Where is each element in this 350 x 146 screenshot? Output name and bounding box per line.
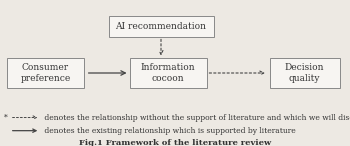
Text: Decision
quality: Decision quality [285, 63, 324, 83]
FancyBboxPatch shape [270, 58, 340, 88]
FancyBboxPatch shape [130, 58, 206, 88]
Text: denotes the existing relationship which is supported by literature: denotes the existing relationship which … [42, 127, 296, 135]
FancyBboxPatch shape [108, 16, 214, 36]
Text: Information
cocoon: Information cocoon [141, 63, 195, 83]
FancyBboxPatch shape [7, 58, 84, 88]
Text: Consumer
preference: Consumer preference [20, 63, 71, 83]
Text: *: * [4, 114, 7, 121]
Text: denotes the relationship without the support of literature and which we will dis: denotes the relationship without the sup… [42, 114, 350, 121]
Text: AI recommendation: AI recommendation [116, 22, 206, 31]
Text: Fig.1 Framework of the literature review: Fig.1 Framework of the literature review [79, 139, 271, 146]
